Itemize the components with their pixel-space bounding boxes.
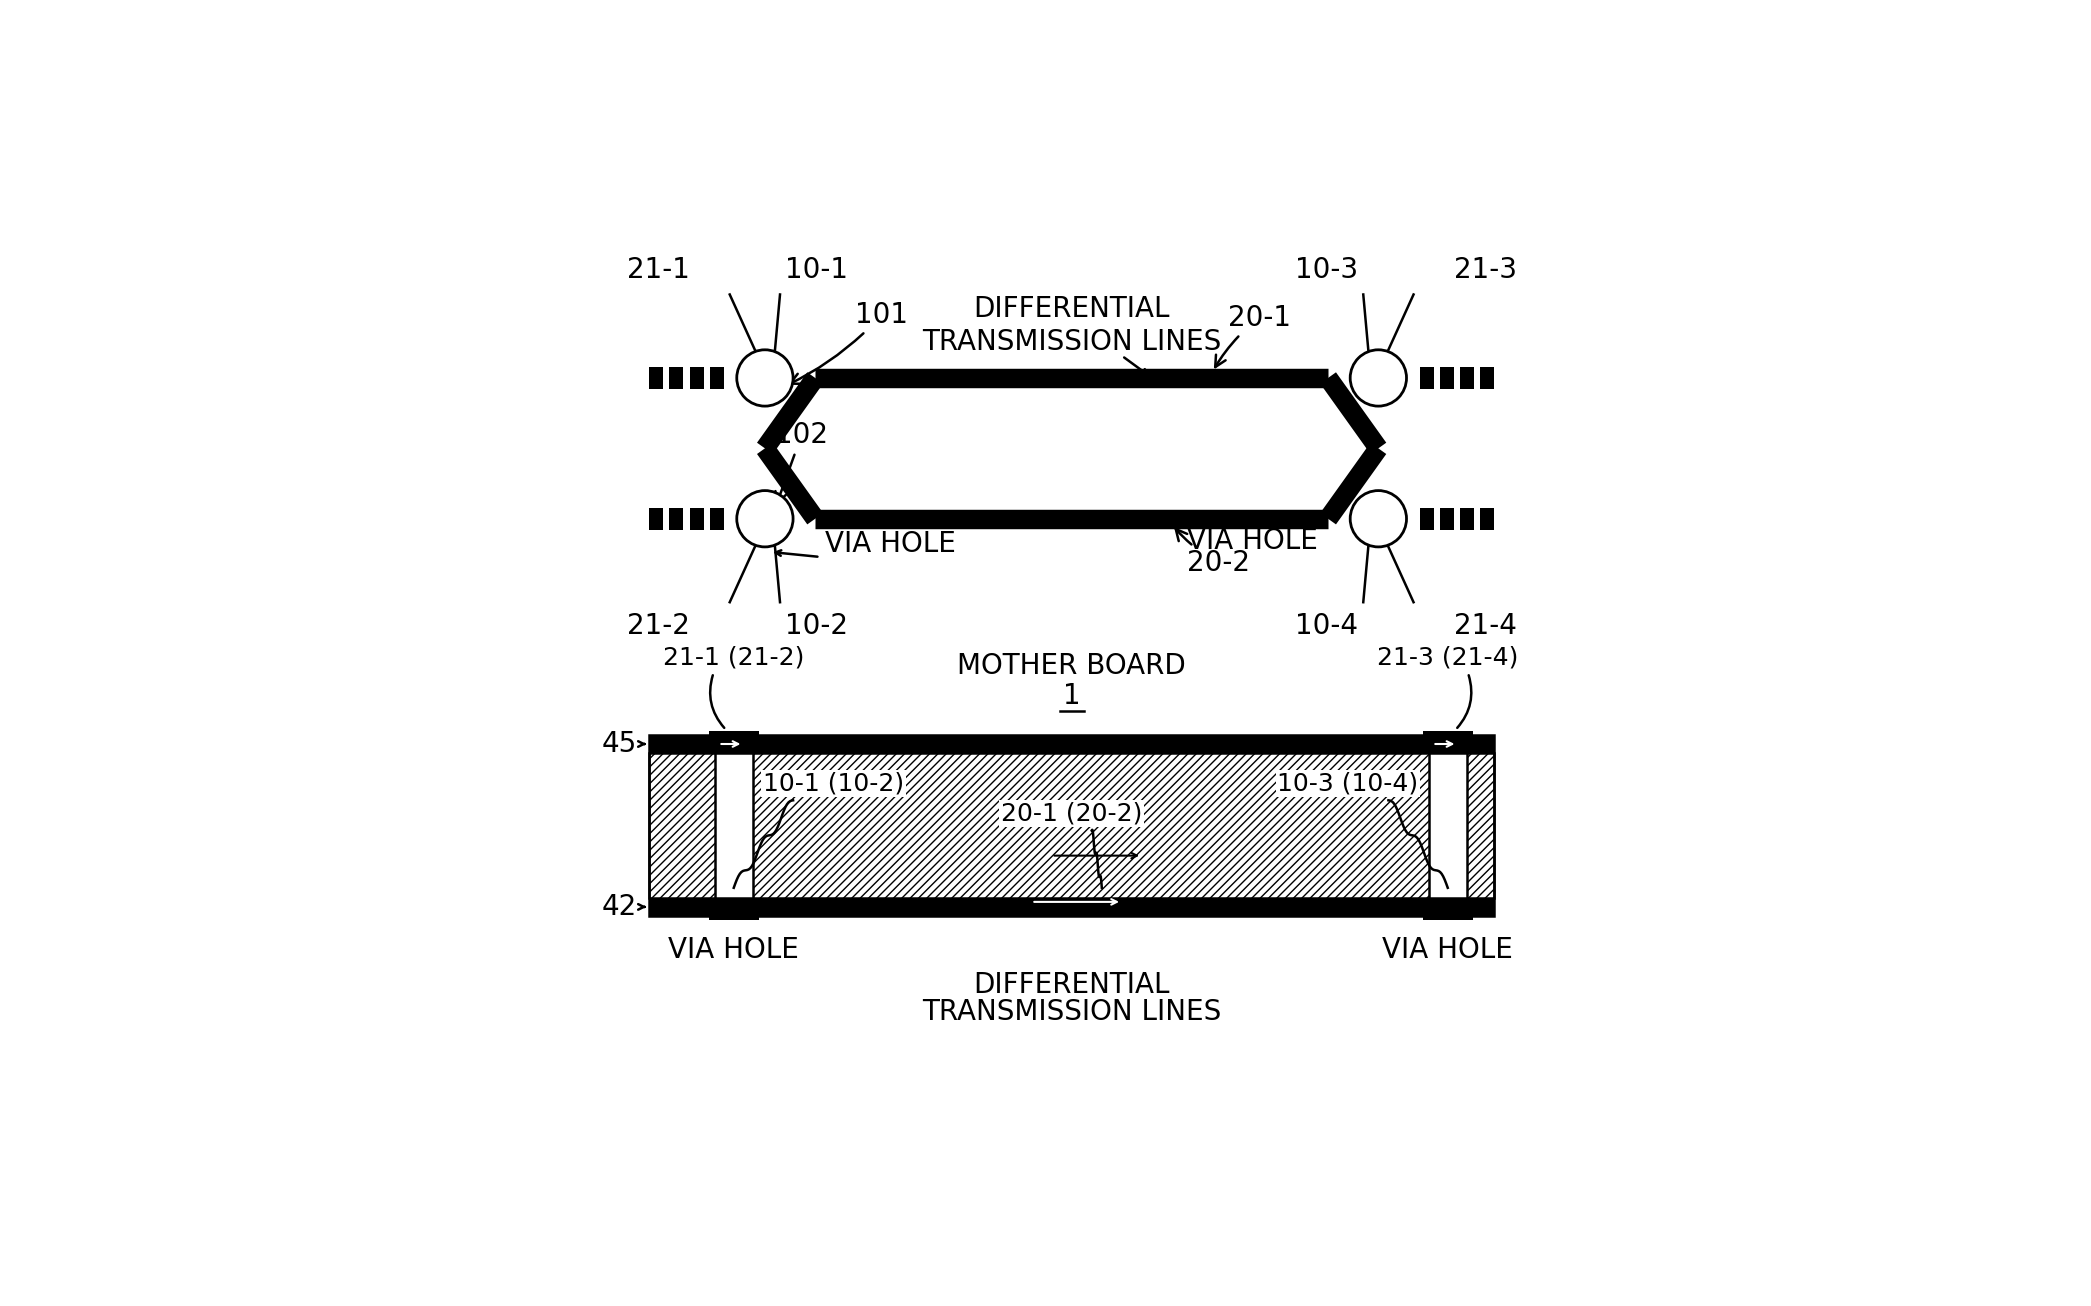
Text: 20-2: 20-2 <box>1175 529 1250 577</box>
Bar <box>1468 897 1493 916</box>
Bar <box>1422 897 1472 919</box>
Bar <box>1468 735 1493 754</box>
Text: DIFFERENTIAL: DIFFERENTIAL <box>974 972 1169 999</box>
Text: VIA HOLE: VIA HOLE <box>1188 526 1317 555</box>
Bar <box>753 735 1428 754</box>
Text: 10-2: 10-2 <box>784 613 849 640</box>
Text: 101: 101 <box>790 300 907 384</box>
Text: 10-1 (10-2): 10-1 (10-2) <box>763 772 903 795</box>
Text: 10-4: 10-4 <box>1294 613 1359 640</box>
Text: 21-1 (21-2): 21-1 (21-2) <box>663 645 805 670</box>
Bar <box>650 754 1493 897</box>
Text: 10-3 (10-4): 10-3 (10-4) <box>1278 772 1418 795</box>
Bar <box>1480 508 1493 530</box>
Text: 1: 1 <box>1062 682 1081 710</box>
Text: 45: 45 <box>602 730 638 757</box>
Bar <box>709 897 759 919</box>
Text: DIFFERENTIAL: DIFFERENTIAL <box>974 295 1169 323</box>
Bar <box>650 897 715 916</box>
Bar <box>1420 367 1434 389</box>
Text: 21-3: 21-3 <box>1453 256 1516 285</box>
Bar <box>709 367 723 389</box>
Bar <box>650 735 1493 916</box>
Text: 102: 102 <box>776 422 828 503</box>
Text: 21-4: 21-4 <box>1453 613 1516 640</box>
Bar <box>690 508 703 530</box>
Text: 20-1: 20-1 <box>1215 304 1290 367</box>
Circle shape <box>736 350 792 406</box>
Bar <box>1460 508 1474 530</box>
Bar <box>669 508 684 530</box>
Circle shape <box>1351 491 1407 547</box>
Circle shape <box>1351 350 1407 406</box>
Bar <box>753 897 1428 916</box>
Bar <box>1428 754 1468 897</box>
Text: TRANSMISSION LINES: TRANSMISSION LINES <box>922 328 1221 355</box>
Circle shape <box>736 491 792 547</box>
Bar <box>1420 508 1434 530</box>
Bar <box>650 508 663 530</box>
Bar <box>709 731 759 754</box>
Bar <box>650 735 715 754</box>
Bar <box>690 367 703 389</box>
Text: MOTHER BOARD: MOTHER BOARD <box>958 652 1186 679</box>
Text: 20-1 (20-2): 20-1 (20-2) <box>1002 802 1142 825</box>
Text: 21-3 (21-4): 21-3 (21-4) <box>1378 645 1518 670</box>
Text: 42: 42 <box>602 893 638 921</box>
Text: TRANSMISSION LINES: TRANSMISSION LINES <box>922 998 1221 1027</box>
Bar <box>650 367 663 389</box>
Bar <box>1441 367 1453 389</box>
Bar <box>1460 367 1474 389</box>
Text: 10-3: 10-3 <box>1294 256 1359 285</box>
Bar <box>669 367 684 389</box>
Text: 21-2: 21-2 <box>627 613 690 640</box>
Text: VIA HOLE: VIA HOLE <box>826 530 956 558</box>
Bar <box>715 754 753 897</box>
Text: VIA HOLE: VIA HOLE <box>669 936 799 964</box>
Text: 21-1: 21-1 <box>627 256 690 285</box>
Bar <box>1441 508 1453 530</box>
Text: VIA HOLE: VIA HOLE <box>1382 936 1514 964</box>
Bar <box>1480 367 1493 389</box>
Bar <box>709 508 723 530</box>
Text: 10-1: 10-1 <box>784 256 849 285</box>
Bar <box>1422 731 1472 754</box>
